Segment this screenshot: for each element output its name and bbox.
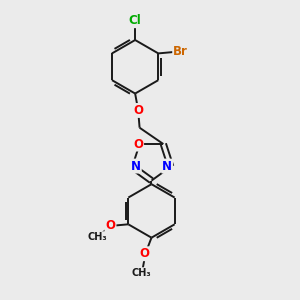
Text: CH₃: CH₃ (87, 232, 107, 242)
Text: Cl: Cl (129, 14, 142, 27)
Text: O: O (139, 247, 149, 260)
Text: O: O (133, 138, 143, 151)
Text: N: N (131, 160, 141, 172)
Text: O: O (133, 104, 143, 117)
Text: Br: Br (173, 45, 188, 58)
Text: N: N (162, 160, 172, 172)
Text: O: O (106, 219, 116, 232)
Text: CH₃: CH₃ (131, 268, 151, 278)
